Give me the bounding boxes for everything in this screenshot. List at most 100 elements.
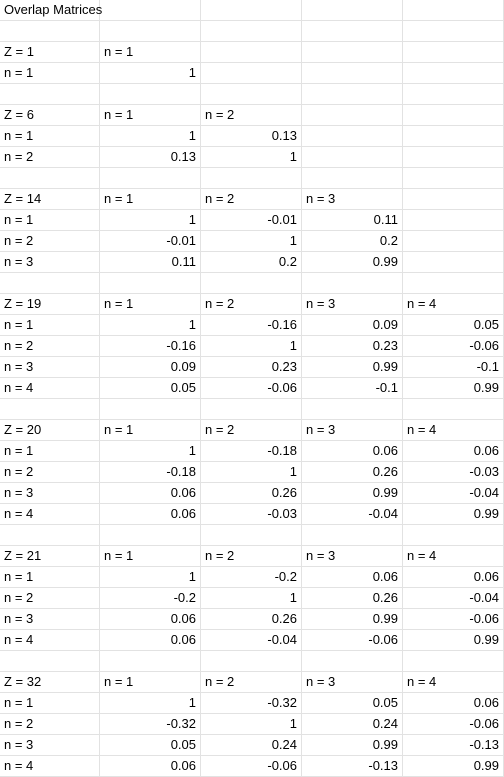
empty-cell[interactable] — [403, 105, 504, 126]
value-cell[interactable]: 0.06 — [100, 609, 201, 630]
matrix-z-label[interactable]: Z = 20 — [0, 420, 100, 441]
value-cell[interactable]: -0.1 — [403, 357, 504, 378]
value-cell[interactable]: -0.06 — [201, 378, 302, 399]
matrix-z-label[interactable]: Z = 19 — [0, 294, 100, 315]
column-header-cell[interactable]: n = 1 — [100, 546, 201, 567]
value-cell[interactable]: 0.06 — [100, 756, 201, 777]
value-cell[interactable]: -0.03 — [403, 462, 504, 483]
empty-cell[interactable] — [0, 84, 100, 105]
value-cell[interactable]: -0.32 — [201, 693, 302, 714]
row-label-cell[interactable]: n = 4 — [0, 756, 100, 777]
value-cell[interactable]: -0.04 — [302, 504, 403, 525]
value-cell[interactable]: 0.05 — [302, 693, 403, 714]
value-cell[interactable]: 0.23 — [201, 357, 302, 378]
value-cell[interactable]: -0.16 — [100, 336, 201, 357]
empty-cell[interactable] — [0, 651, 100, 672]
value-cell[interactable]: -0.04 — [403, 483, 504, 504]
row-label-cell[interactable]: n = 4 — [0, 630, 100, 651]
empty-cell[interactable] — [201, 0, 302, 21]
row-label-cell[interactable]: n = 1 — [0, 315, 100, 336]
column-header-cell[interactable]: n = 1 — [100, 189, 201, 210]
empty-cell[interactable] — [201, 63, 302, 84]
value-cell[interactable]: 1 — [100, 315, 201, 336]
row-label-cell[interactable]: n = 1 — [0, 567, 100, 588]
value-cell[interactable]: 0.23 — [302, 336, 403, 357]
value-cell[interactable]: 0.26 — [302, 588, 403, 609]
value-cell[interactable]: -0.01 — [100, 231, 201, 252]
value-cell[interactable]: -0.04 — [201, 630, 302, 651]
column-header-cell[interactable]: n = 2 — [201, 546, 302, 567]
value-cell[interactable]: 1 — [201, 588, 302, 609]
column-header-cell[interactable]: n = 4 — [403, 420, 504, 441]
value-cell[interactable]: -0.06 — [201, 756, 302, 777]
empty-cell[interactable] — [403, 84, 504, 105]
empty-cell[interactable] — [100, 168, 201, 189]
empty-cell[interactable] — [403, 399, 504, 420]
empty-cell[interactable] — [403, 525, 504, 546]
matrix-z-label[interactable]: Z = 14 — [0, 189, 100, 210]
empty-cell[interactable] — [100, 0, 201, 21]
empty-cell[interactable] — [0, 525, 100, 546]
empty-cell[interactable] — [302, 84, 403, 105]
column-header-cell[interactable]: n = 1 — [100, 294, 201, 315]
value-cell[interactable]: 0.13 — [201, 126, 302, 147]
sheet-title-cell[interactable]: Overlap Matrices — [0, 0, 102, 21]
value-cell[interactable]: -0.03 — [201, 504, 302, 525]
empty-cell[interactable] — [100, 651, 201, 672]
value-cell[interactable]: 0.06 — [403, 441, 504, 462]
empty-cell[interactable] — [201, 42, 302, 63]
row-label-cell[interactable]: n = 3 — [0, 735, 100, 756]
value-cell[interactable]: 1 — [201, 462, 302, 483]
empty-cell[interactable] — [403, 189, 504, 210]
value-cell[interactable]: 0.2 — [201, 252, 302, 273]
empty-cell[interactable] — [100, 21, 201, 42]
value-cell[interactable]: 0.99 — [302, 252, 403, 273]
value-cell[interactable]: 0.11 — [302, 210, 403, 231]
value-cell[interactable]: 0.99 — [403, 756, 504, 777]
row-label-cell[interactable]: n = 4 — [0, 378, 100, 399]
value-cell[interactable]: -0.13 — [302, 756, 403, 777]
column-header-cell[interactable]: n = 2 — [201, 189, 302, 210]
row-label-cell[interactable]: n = 1 — [0, 693, 100, 714]
column-header-cell[interactable]: n = 1 — [100, 672, 201, 693]
empty-cell[interactable] — [403, 273, 504, 294]
empty-cell[interactable] — [302, 168, 403, 189]
column-header-cell[interactable]: n = 2 — [201, 420, 302, 441]
value-cell[interactable]: 1 — [100, 210, 201, 231]
value-cell[interactable]: 1 — [100, 567, 201, 588]
value-cell[interactable]: 0.06 — [100, 504, 201, 525]
value-cell[interactable]: 1 — [201, 336, 302, 357]
column-header-cell[interactable]: n = 3 — [302, 546, 403, 567]
value-cell[interactable]: 1 — [100, 126, 201, 147]
empty-cell[interactable] — [403, 252, 504, 273]
value-cell[interactable]: -0.06 — [403, 609, 504, 630]
empty-cell[interactable] — [403, 126, 504, 147]
empty-cell[interactable] — [100, 399, 201, 420]
column-header-cell[interactable]: n = 3 — [302, 420, 403, 441]
value-cell[interactable]: 0.26 — [302, 462, 403, 483]
value-cell[interactable]: -0.2 — [100, 588, 201, 609]
value-cell[interactable]: 0.99 — [302, 735, 403, 756]
empty-cell[interactable] — [302, 42, 403, 63]
value-cell[interactable]: 0.26 — [201, 483, 302, 504]
empty-cell[interactable] — [403, 651, 504, 672]
value-cell[interactable]: 0.05 — [403, 315, 504, 336]
empty-cell[interactable] — [302, 273, 403, 294]
row-label-cell[interactable]: n = 3 — [0, 609, 100, 630]
column-header-cell[interactable]: n = 2 — [201, 672, 302, 693]
empty-cell[interactable] — [201, 273, 302, 294]
value-cell[interactable]: 0.06 — [403, 567, 504, 588]
empty-cell[interactable] — [0, 168, 100, 189]
value-cell[interactable]: -0.06 — [403, 714, 504, 735]
value-cell[interactable]: 0.99 — [403, 504, 504, 525]
value-cell[interactable]: 0.2 — [302, 231, 403, 252]
value-cell[interactable]: 1 — [100, 441, 201, 462]
empty-cell[interactable] — [302, 525, 403, 546]
value-cell[interactable]: -0.13 — [403, 735, 504, 756]
empty-cell[interactable] — [201, 21, 302, 42]
empty-cell[interactable] — [302, 651, 403, 672]
value-cell[interactable]: -0.32 — [100, 714, 201, 735]
empty-cell[interactable] — [302, 126, 403, 147]
empty-cell[interactable] — [100, 84, 201, 105]
empty-cell[interactable] — [201, 84, 302, 105]
